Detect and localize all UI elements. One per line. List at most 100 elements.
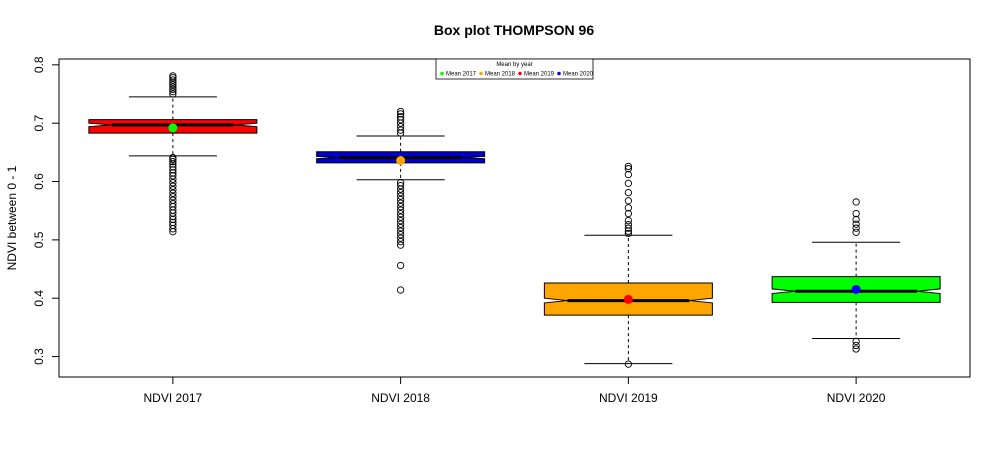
x-tick-label: NDVI 2019: [599, 391, 658, 405]
outlier-point: [169, 196, 177, 204]
legend-label: Mean 2018: [485, 72, 516, 78]
outlier-point: [396, 113, 405, 121]
box-group: [771, 198, 941, 353]
outlier-point: [169, 193, 177, 201]
outlier-point: [852, 228, 860, 236]
outlier-point: [169, 200, 177, 208]
legend: Mean by year Mean 2017 Mean 2018 Mean 2019…: [435, 58, 594, 80]
outlier-point: [396, 261, 405, 270]
outlier-point: [169, 179, 177, 187]
outlier-point: [624, 229, 633, 238]
outlier-point: [852, 337, 860, 346]
outlier-point: [169, 172, 177, 180]
outlier-point: [396, 234, 405, 242]
outlier-point: [624, 179, 633, 187]
y-tick-label: 0.5: [32, 231, 46, 248]
box-group: [543, 162, 713, 368]
legend-label: Mean 2020: [563, 72, 594, 78]
outlier-point: [852, 224, 860, 232]
y-tick-label: 0.4: [32, 290, 46, 307]
outlier-point: [624, 360, 633, 368]
outlier-point: [396, 181, 405, 190]
y-tick-label: 0.8: [32, 56, 46, 73]
outlier-point: [624, 221, 633, 229]
outlier-point: [396, 110, 405, 118]
legend-frame: [435, 58, 594, 80]
mean-point: [623, 294, 633, 304]
outlier-point: [624, 224, 633, 232]
box-group: [88, 72, 258, 236]
outlier-point: [169, 169, 177, 177]
mean-point: [396, 156, 406, 166]
outlier-point: [396, 123, 405, 131]
outlier-point: [396, 206, 405, 214]
outlier-point: [396, 199, 405, 207]
outlier-point: [396, 209, 405, 218]
outlier-point: [396, 237, 405, 246]
outlier-point: [852, 198, 860, 206]
outlier-point: [396, 241, 405, 249]
outlier-point: [169, 166, 177, 174]
outlier-point: [396, 223, 405, 232]
outlier-point: [396, 216, 405, 225]
outlier-point: [396, 213, 405, 221]
outlier-point: [169, 81, 177, 89]
outlier-point: [852, 220, 860, 228]
outlier-point: [169, 83, 177, 91]
outlier-point: [624, 197, 633, 205]
outlier-point: [169, 153, 177, 162]
mean-point: [851, 284, 861, 294]
outlier-point: [396, 220, 405, 228]
x-axis: NDVI 2017 NDVI 2018 NDVI 2019 NDVI 2020: [144, 377, 886, 405]
legend-label: Mean 2017: [446, 72, 477, 78]
box-group: [316, 107, 486, 294]
outlier-point: [624, 188, 633, 197]
x-tick-label: NDVI 2017: [144, 391, 203, 405]
legend-marker: [518, 71, 522, 76]
outlier-point: [169, 158, 177, 166]
x-tick-label: NDVI 2018: [371, 391, 430, 405]
outlier-point: [396, 188, 405, 197]
mean-point: [168, 123, 178, 133]
outlier-point: [396, 116, 405, 124]
outlier-point: [852, 341, 860, 350]
outlier-point: [169, 218, 177, 227]
outlier-point: [624, 216, 633, 225]
plot-frame: [58, 58, 971, 378]
outlier-point: [169, 88, 177, 96]
outlier-point: [624, 170, 633, 179]
outlier-point: [396, 286, 405, 294]
outlier-point: [169, 186, 177, 194]
y-axis: 0.3 0.4 0.5 0.6 0.7 0.8: [32, 56, 60, 365]
boxes-layer: [88, 72, 941, 368]
outlier-point: [852, 345, 860, 353]
outlier-point: [169, 72, 177, 80]
y-axis-label: NDVI between 0 - 1: [5, 165, 19, 270]
outlier-point: [852, 215, 860, 224]
outlier-point: [396, 126, 405, 134]
legend-title: Mean by year: [496, 62, 532, 68]
y-tick-label: 0.3: [32, 348, 46, 365]
outlier-point: [396, 195, 405, 204]
x-tick-label: NDVI 2020: [827, 391, 886, 405]
chart-title: Box plot THOMPSON 96: [434, 22, 594, 38]
outlier-point: [169, 221, 177, 229]
outlier-point: [169, 189, 177, 197]
outlier-point: [624, 165, 633, 173]
outlier-point: [624, 162, 633, 171]
outlier-point: [396, 202, 405, 211]
outlier-point: [169, 163, 177, 171]
outlier-point: [396, 107, 405, 116]
outlier-point: [396, 192, 405, 200]
legend-label: Mean 2019: [524, 72, 555, 78]
outlier-point: [169, 182, 177, 190]
outlier-point: [396, 179, 405, 187]
outlier-point: [169, 76, 177, 84]
outlier-point: [852, 209, 860, 218]
y-tick-label: 0.7: [32, 115, 46, 132]
legend-marker: [479, 71, 483, 76]
y-tick-label: 0.6: [32, 173, 46, 190]
outlier-point: [624, 204, 633, 212]
legend-marker: [557, 71, 561, 76]
